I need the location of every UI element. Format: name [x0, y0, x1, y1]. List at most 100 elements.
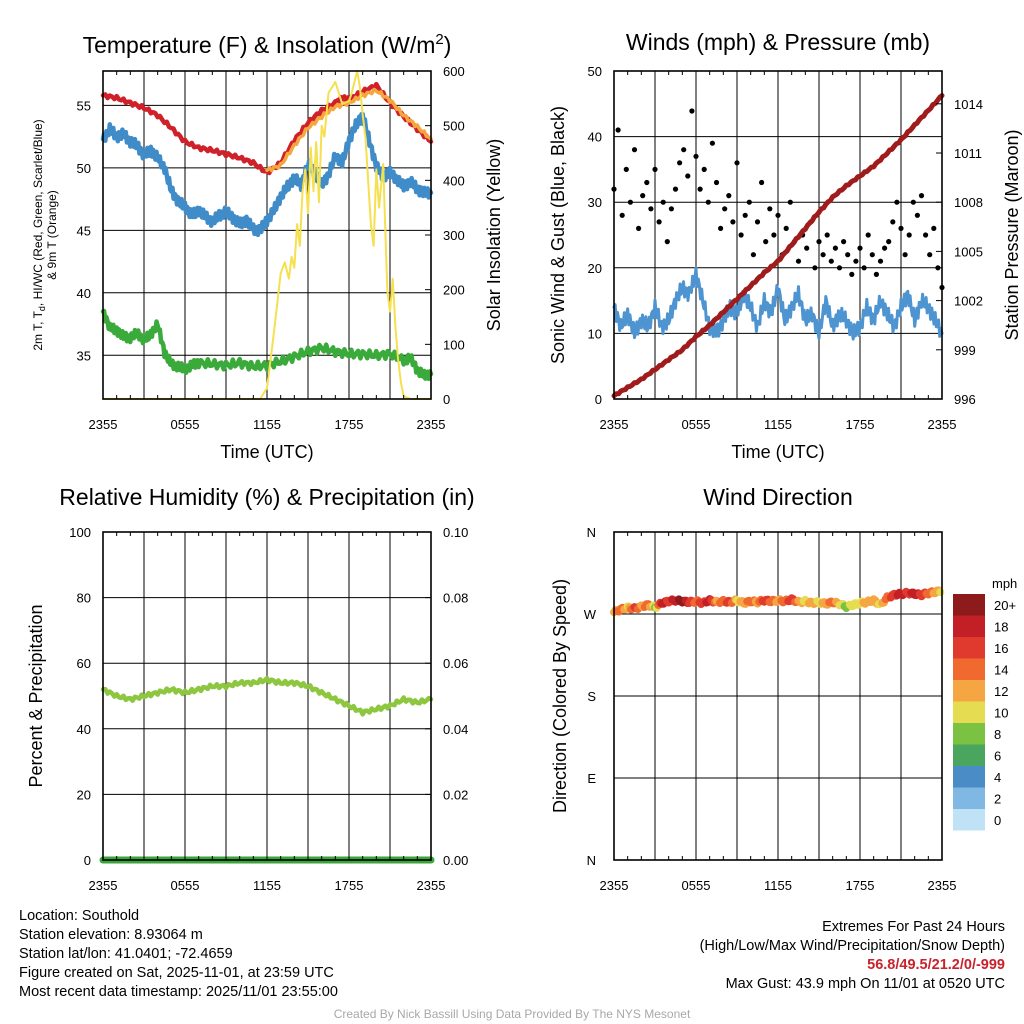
right-y-tick-label: 1002 [954, 294, 983, 309]
colorbar-swatch [953, 766, 985, 788]
y-tick-label: 55 [77, 98, 91, 113]
colorbar-unit-label: mph [992, 576, 1017, 591]
y-tick-label: 80 [77, 591, 91, 606]
right-y-tick-label: 0.04 [443, 722, 468, 737]
gust-point [742, 212, 748, 218]
colorbar-swatch [953, 658, 985, 680]
gust-point [681, 147, 687, 153]
colorbar-swatch [953, 615, 985, 637]
x-tick-label: 2355 [928, 417, 957, 432]
extremes-title: Extremes For Past 24 Hours [822, 919, 1005, 935]
y-tick-label: 35 [77, 348, 91, 363]
colorbar-swatch [953, 744, 985, 766]
gust-point [656, 219, 662, 225]
colorbar-swatch [953, 680, 985, 702]
right-y-tick-label: 1008 [954, 195, 983, 210]
winds-panel: Winds (mph) & Pressure (mb) 2355 0555 1155… [548, 29, 1022, 462]
gust-point [644, 179, 650, 186]
gust-point [849, 271, 855, 277]
x-tick-label: 2355 [89, 417, 118, 432]
gust-point [873, 271, 880, 277]
direction-tick-label: N [587, 525, 596, 540]
y-tick-label: 40 [77, 722, 91, 737]
humidity-line [100, 675, 434, 717]
y-tick-label: 0 [84, 853, 91, 868]
winds-xlabel: Time (UTC) [731, 442, 824, 462]
gust-point [750, 252, 757, 258]
gust-point [804, 245, 810, 251]
direction-tick-label: W [584, 607, 597, 622]
temperature-xlabel: Time (UTC) [220, 442, 313, 462]
temperature-ylabel: 2m T, Td, HI/WC (Red, Green, Scarlet/Blu… [31, 119, 59, 350]
x-tick-label: 1155 [764, 878, 792, 893]
colorbar-label: 14 [994, 662, 1008, 677]
colorbar-swatch [953, 637, 985, 659]
gust-point [927, 252, 933, 258]
x-tick-label: 0555 [682, 878, 711, 893]
gust-point [795, 258, 802, 264]
insolation-line [102, 70, 432, 400]
gust-point [890, 219, 896, 225]
gust-point [705, 199, 711, 205]
gust-point [865, 232, 871, 238]
gust-point [754, 219, 761, 225]
gust-point [931, 225, 937, 231]
x-tick-label: 0555 [682, 417, 711, 432]
winds-ylabel: Sonic Wind & Gust (Blue, Black) [548, 106, 568, 364]
gust-point [906, 232, 912, 238]
extremes-subtitle: (High/Low/Max Wind/Precipitation/Snow De… [699, 938, 1005, 954]
temp-green-line [100, 308, 434, 382]
x-tick-label: 1155 [253, 417, 281, 432]
right-y-tick-label: 400 [443, 173, 465, 188]
gust-point [693, 153, 699, 159]
y-tick-label: 50 [77, 161, 91, 176]
right-y-tick-label: 1014 [954, 97, 983, 112]
gust-point [910, 199, 916, 205]
gust-point [857, 245, 863, 251]
gust-point [771, 232, 777, 238]
y-tick-label: 30 [588, 195, 602, 210]
gust-point [783, 225, 789, 231]
right-y-tick-label: 500 [443, 119, 465, 134]
gust-point [812, 265, 818, 271]
gust-point [824, 232, 830, 238]
gust-point [869, 252, 875, 258]
elevation-line: Station elevation: 8.93064 m [19, 927, 203, 943]
gust-point [648, 206, 654, 212]
right-y-tick-label: 0.10 [443, 525, 468, 540]
x-tick-label: 2355 [600, 417, 629, 432]
gust-point [918, 193, 925, 199]
x-tick-label: 1155 [253, 878, 281, 893]
y-tick-label: 0 [595, 392, 602, 407]
gust-point [746, 199, 752, 205]
gust-point [767, 206, 773, 212]
direction-tick-label: N [587, 853, 596, 868]
right-y-tick-label: 0.02 [443, 787, 468, 802]
x-tick-label: 2355 [89, 878, 118, 893]
gust-point [685, 173, 691, 179]
gust-point [627, 199, 634, 205]
x-tick-label: 2355 [928, 878, 957, 893]
pressure-ylabel: Station Pressure (Maroon) [1002, 129, 1022, 340]
y-tick-label: 60 [77, 656, 91, 671]
humidity-title: Relative Humidity (%) & Precipitation (i… [59, 484, 474, 510]
gust-point [713, 179, 720, 186]
y-tick-label: 50 [588, 64, 602, 79]
gust-point [668, 206, 675, 212]
gust-point [775, 212, 781, 218]
gust-point [701, 166, 707, 172]
right-y-tick-label: 600 [443, 64, 465, 79]
direction-point [936, 588, 945, 597]
x-tick-label: 1755 [335, 878, 364, 893]
x-tick-label: 1155 [764, 417, 792, 432]
colorbar-swatch [953, 701, 985, 723]
gust-point [734, 160, 740, 166]
gust-point [619, 212, 625, 218]
gust-point [894, 199, 900, 205]
colorbar-label: 6 [994, 748, 1001, 763]
temperature-title: Temperature (F) & Insolation (W/m2) [83, 31, 452, 58]
extremes-box: Extremes For Past 24 Hours (High/Low/Max… [700, 918, 1005, 994]
svg-text:2m T, Td, HI/WC (Red, Green, S: 2m T, Td, HI/WC (Red, Green, Scarlet/Blu… [31, 119, 47, 350]
colorbar-label: 16 [994, 641, 1008, 656]
